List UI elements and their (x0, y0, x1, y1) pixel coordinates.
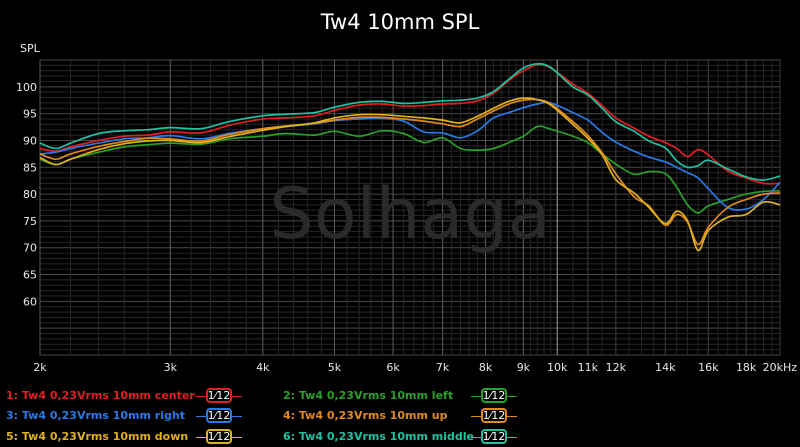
series-lines (39, 62, 781, 252)
x-tick-label: 12k (606, 361, 627, 374)
legend-label: 4: Tw4 0,23Vrms 10mm up (283, 408, 448, 422)
watermark: Solhaga (269, 173, 550, 255)
legend-item-down[interactable]: 5: Tw4 0,23Vrms 10mm down (6, 426, 188, 446)
series-line-3 (39, 101, 781, 211)
x-tick-label: 11k (578, 361, 599, 374)
x-tick-label: 20kHz (763, 361, 798, 374)
x-tick-label: 5k (328, 361, 342, 374)
legend-label: 3: Tw4 0,23Vrms 10mm right (6, 408, 185, 422)
y-tick-label: 80 (23, 188, 37, 201)
x-tick-label: 9k (517, 361, 531, 374)
legend-item-up[interactable]: 4: Tw4 0,23Vrms 10mm up (283, 405, 448, 425)
y-tick-label: 85 (23, 161, 37, 174)
y-tick-labels: 60 65 70 75 80 85 90 95 100 (16, 81, 37, 309)
legend-label: 6: Tw4 0,23Vrms 10mm middle (283, 429, 475, 443)
x-tick-label: 10k (547, 361, 568, 374)
chart-title: Tw4 10mm SPL (320, 10, 480, 34)
x-tick-label: 18k (736, 361, 757, 374)
legend: 1: Tw4 0,23Vrms 10mm center 1⁄12 2: Tw4 … (0, 384, 800, 447)
y-axis-label: SPL (20, 42, 41, 55)
legend-item-left[interactable]: 2: Tw4 0,23Vrms 10mm left (283, 385, 453, 405)
smoothing-button-down[interactable]: 1⁄12 (196, 429, 242, 444)
y-tick-label: 100 (16, 81, 37, 94)
x-tick-label: 4k (256, 361, 270, 374)
smoothing-button-right[interactable]: 1⁄12 (196, 408, 242, 423)
y-tick-label: 60 (23, 295, 37, 308)
y-tick-label: 90 (23, 134, 37, 147)
series-line-5 (39, 97, 781, 252)
series-line-4 (39, 98, 781, 246)
series-line-2 (39, 125, 781, 214)
legend-label: 1: Tw4 0,23Vrms 10mm center (6, 388, 195, 402)
grid-lines (39, 59, 781, 356)
x-tick-label: 8k (479, 361, 493, 374)
plot-area (39, 59, 781, 356)
x-tick-label: 16k (698, 361, 719, 374)
smoothing-button-up[interactable]: 1⁄12 (471, 408, 517, 423)
y-tick-label: 65 (23, 269, 37, 282)
legend-label: 2: Tw4 0,23Vrms 10mm left (283, 388, 454, 402)
legend-item-right[interactable]: 3: Tw4 0,23Vrms 10mm right (6, 405, 185, 425)
legend-item-center[interactable]: 1: Tw4 0,23Vrms 10mm center (6, 385, 195, 405)
legend-item-middle[interactable]: 6: Tw4 0,23Vrms 10mm middle (283, 426, 474, 446)
x-tick-labels: 2k 3k 4k 5k 6k 7k 8k 9k 10k 11k 12k 14k 16k 18k 20kHz (33, 361, 797, 374)
x-tick-label: 14k (655, 361, 676, 374)
x-tick-label: 7k (436, 361, 450, 374)
legend-label: 5: Tw4 0,23Vrms 10mm down (6, 429, 189, 443)
x-tick-label: 6k (386, 361, 400, 374)
x-tick-label: 2k (33, 361, 47, 374)
spl-chart: Tw4 10mm SPL SPL Solhaga 60 65 70 75 80 85 90 9… (16, 10, 797, 374)
y-tick-label: 70 (23, 242, 37, 255)
series-line-1 (39, 63, 781, 185)
smoothing-button-middle[interactable]: 1⁄12 (471, 429, 517, 444)
y-tick-label: 75 (23, 215, 37, 228)
series-line-6 (39, 62, 781, 181)
x-tick-label: 3k (164, 361, 178, 374)
smoothing-button-center[interactable]: 1⁄12 (196, 388, 242, 403)
smoothing-button-left[interactable]: 1⁄12 (471, 388, 517, 403)
y-tick-label: 95 (23, 108, 37, 121)
